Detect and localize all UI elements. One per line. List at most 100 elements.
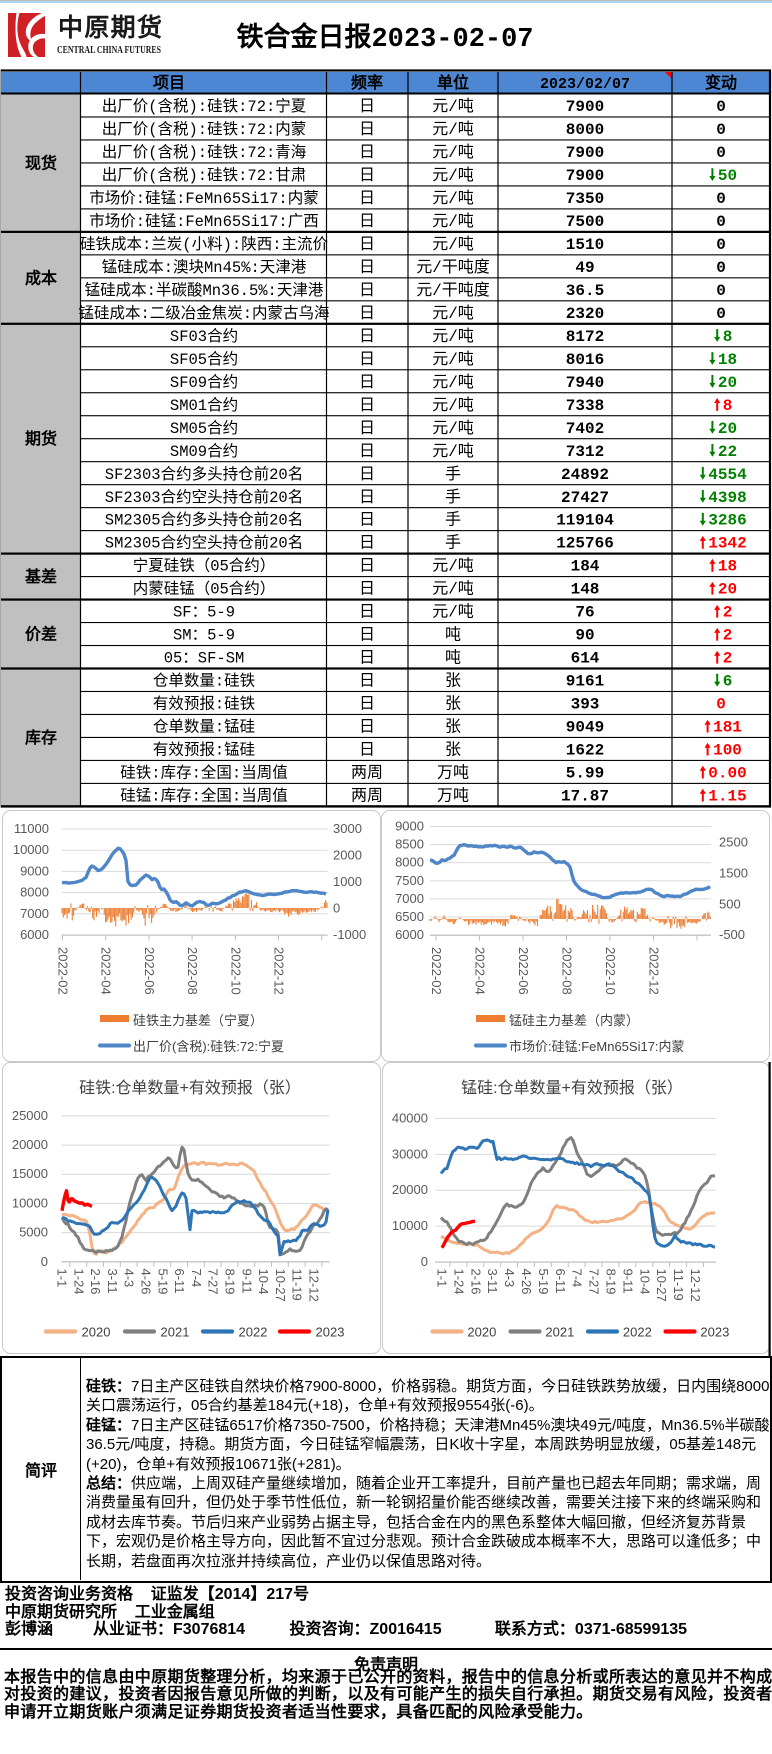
svg-text:4-26: 4-26	[139, 1269, 154, 1295]
svg-text:500: 500	[719, 896, 741, 911]
svg-text:181: 181	[713, 719, 742, 737]
svg-text:元/吨: 元/吨	[432, 580, 474, 599]
svg-text:元/吨: 元/吨	[432, 166, 474, 185]
svg-text:20: 20	[718, 420, 737, 438]
svg-text:元/吨: 元/吨	[432, 120, 474, 139]
svg-text:8000: 8000	[20, 885, 49, 900]
svg-text:8500: 8500	[395, 837, 424, 852]
svg-text:10-4: 10-4	[637, 1269, 652, 1295]
svg-text:元/吨: 元/吨	[432, 396, 474, 415]
svg-text:有效预报:硅铁: 有效预报:硅铁	[153, 695, 255, 714]
svg-text:0: 0	[716, 236, 726, 254]
svg-text:出厂价(含税):硅铁:72:内蒙: 出厂价(含税):硅铁:72:内蒙	[102, 120, 307, 139]
svg-text:2022: 2022	[239, 1324, 268, 1339]
svg-text:元/吨: 元/吨	[432, 97, 474, 116]
svg-text:12-12: 12-12	[307, 1269, 322, 1302]
svg-text:2022-10: 2022-10	[228, 947, 243, 995]
svg-text:2023: 2023	[700, 1324, 729, 1339]
svg-text:9000: 9000	[395, 819, 424, 834]
svg-text:05：SF-SM: 05：SF-SM	[164, 650, 245, 668]
svg-text:90: 90	[575, 627, 594, 645]
svg-text:10-4: 10-4	[256, 1269, 271, 1295]
svg-text:元/吨: 元/吨	[432, 419, 474, 438]
svg-text:2023: 2023	[316, 1324, 345, 1339]
svg-text:日: 日	[359, 696, 375, 714]
svg-text:市场价:硅锰:FeMn65Si17:广西: 市场价:硅锰:FeMn65Si17:广西	[89, 212, 318, 231]
svg-text:SM2305合约多头持仓前20名: SM2305合约多头持仓前20名	[105, 511, 303, 530]
svg-text:2021: 2021	[161, 1324, 190, 1339]
svg-text:2022-08: 2022-08	[185, 947, 200, 995]
svg-text:SF03合约: SF03合约	[170, 327, 238, 346]
svg-text:0: 0	[716, 190, 726, 208]
svg-text:SF09合约: SF09合约	[170, 373, 238, 392]
svg-text:393: 393	[571, 696, 600, 714]
svg-text:7000: 7000	[20, 906, 49, 921]
svg-text:日: 日	[359, 351, 375, 369]
svg-text:手: 手	[445, 488, 461, 507]
svg-text:7-27: 7-27	[206, 1269, 221, 1295]
svg-text:2022-12: 2022-12	[272, 947, 287, 995]
svg-text:日: 日	[359, 581, 375, 599]
svg-text:日: 日	[359, 466, 375, 484]
svg-text:0: 0	[333, 901, 340, 916]
svg-text:日: 日	[359, 558, 375, 576]
svg-text:6: 6	[723, 673, 733, 691]
svg-text:-1000: -1000	[333, 927, 366, 942]
svg-text:锰硅主力基差（内蒙）: 锰硅主力基差（内蒙）	[509, 1013, 639, 1028]
svg-text:5-19: 5-19	[536, 1269, 551, 1295]
svg-text:4398: 4398	[708, 489, 746, 507]
svg-text:期货: 期货	[25, 429, 57, 448]
svg-text:11000: 11000	[14, 821, 49, 836]
svg-text:库存: 库存	[25, 728, 57, 747]
svg-text:1.15: 1.15	[708, 788, 746, 806]
svg-text:8-19: 8-19	[223, 1269, 238, 1295]
svg-text:30000: 30000	[392, 1146, 428, 1161]
svg-text:10000: 10000	[13, 842, 49, 857]
svg-text:张: 张	[445, 672, 461, 691]
svg-text:119104: 119104	[556, 512, 614, 530]
svg-text:10000: 10000	[392, 1218, 428, 1233]
svg-text:4-26: 4-26	[519, 1269, 534, 1295]
svg-text:20: 20	[718, 581, 737, 599]
svg-text:日: 日	[359, 397, 375, 415]
svg-text:27427: 27427	[561, 489, 609, 507]
svg-text:6-11: 6-11	[553, 1269, 568, 1294]
svg-text:15000: 15000	[12, 1166, 48, 1181]
svg-text:4-3: 4-3	[502, 1269, 517, 1288]
svg-text:元/吨: 元/吨	[432, 373, 474, 392]
svg-text:1-1: 1-1	[55, 1269, 70, 1288]
svg-text:硅铁:仓单数量+有效预报（张）: 硅铁:仓单数量+有效预报（张）	[79, 1079, 301, 1097]
svg-text:张: 张	[445, 741, 461, 760]
svg-text:9049: 9049	[566, 719, 604, 737]
svg-text:成本: 成本	[25, 268, 57, 287]
svg-text:1622: 1622	[566, 742, 604, 760]
svg-text:万吨: 万吨	[437, 787, 469, 806]
svg-text:7312: 7312	[566, 443, 604, 461]
svg-text:中原期货: 中原期货	[58, 13, 162, 42]
svg-text:7900: 7900	[566, 167, 604, 185]
svg-text:2022-04: 2022-04	[99, 947, 114, 995]
svg-text:0: 0	[716, 98, 726, 116]
svg-text:硅锰:库存:全国:当周值: 硅锰:库存:全国:当周值	[120, 787, 287, 806]
svg-text:铁合金日报2023-02-07: 铁合金日报2023-02-07	[236, 21, 533, 55]
svg-text:元/吨: 元/吨	[432, 143, 474, 162]
svg-text:6-11: 6-11	[172, 1269, 187, 1294]
svg-text:硅铁成本:兰炭(小料):陕西:主流价: 硅铁成本:兰炭(小料):陕西:主流价	[80, 235, 329, 254]
svg-text:2021: 2021	[545, 1324, 574, 1339]
svg-text:万吨: 万吨	[437, 764, 469, 783]
svg-text:76: 76	[575, 604, 594, 622]
svg-text:两周: 两周	[351, 765, 383, 783]
svg-text:元/干吨度: 元/干吨度	[416, 258, 490, 277]
svg-text:2022-12: 2022-12	[647, 947, 662, 995]
svg-text:7-4: 7-4	[189, 1269, 204, 1288]
svg-text:日: 日	[359, 259, 375, 277]
svg-text:日: 日	[359, 719, 375, 737]
svg-text:元/吨: 元/吨	[432, 603, 474, 622]
svg-text:7402: 7402	[566, 420, 604, 438]
svg-text:20000: 20000	[392, 1182, 428, 1197]
svg-text:5.99: 5.99	[566, 765, 604, 783]
svg-text:吨: 吨	[445, 649, 461, 668]
svg-text:7-4: 7-4	[570, 1269, 585, 1288]
svg-text:49: 49	[575, 259, 594, 277]
svg-text:日: 日	[359, 236, 375, 254]
